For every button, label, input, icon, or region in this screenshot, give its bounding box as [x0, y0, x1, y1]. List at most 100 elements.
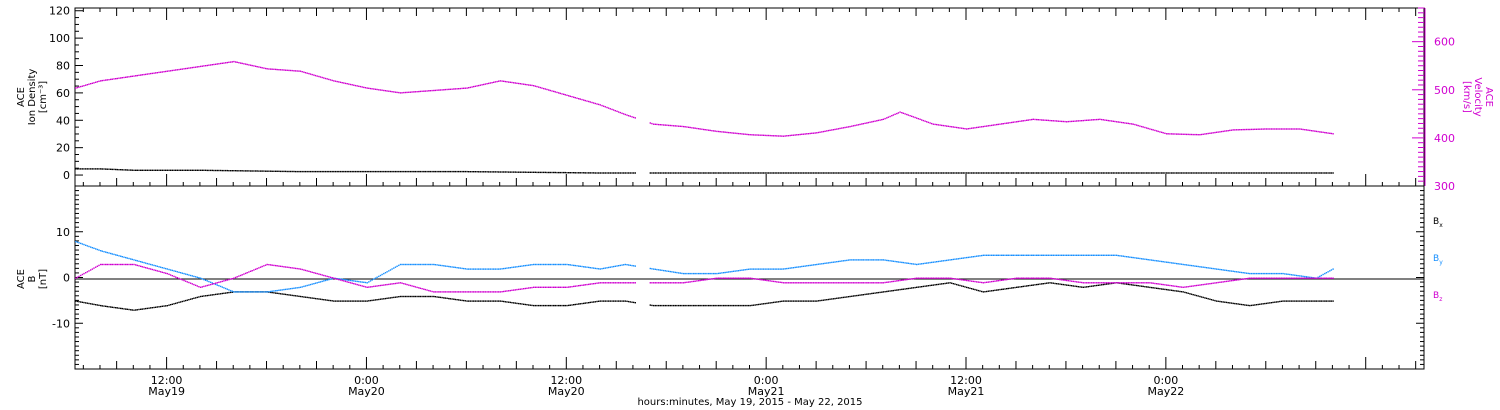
bz-point	[284, 266, 287, 268]
bz-point	[747, 277, 750, 279]
by-point	[396, 265, 398, 267]
density-point	[1124, 172, 1126, 174]
bz-point	[451, 291, 453, 293]
by-point	[977, 255, 980, 257]
bz-point	[243, 273, 245, 275]
velocity-point	[1167, 133, 1169, 135]
bz-point	[676, 282, 678, 284]
by-point	[386, 271, 388, 273]
velocity-point	[334, 80, 337, 82]
by-point	[681, 272, 683, 275]
bx-point	[1184, 291, 1186, 294]
density-point	[199, 169, 202, 171]
by-point	[1089, 254, 1091, 256]
by-point	[90, 246, 92, 248]
bz-point	[846, 282, 848, 284]
density-point	[806, 172, 808, 174]
bx-point	[912, 287, 915, 289]
density-point	[724, 172, 726, 174]
velocity-point	[1325, 132, 1328, 134]
velocity-point	[1155, 130, 1158, 132]
velocity-point	[857, 124, 860, 126]
bz-point	[851, 282, 853, 284]
bx-point	[161, 305, 163, 307]
bz-point	[416, 286, 418, 289]
bx-point	[1065, 284, 1068, 286]
density-point	[244, 170, 247, 172]
by-point	[711, 272, 713, 275]
by-point	[1239, 271, 1241, 273]
velocity-point	[438, 89, 440, 91]
bz-point	[369, 286, 372, 288]
bx-point	[1070, 285, 1073, 287]
by-point	[421, 263, 423, 266]
bx-point	[1217, 300, 1219, 302]
velocity-point	[1009, 122, 1011, 124]
bx-point	[1021, 286, 1023, 288]
velocity-point	[597, 103, 600, 106]
bx-point	[711, 304, 713, 307]
bz-point	[1230, 280, 1233, 282]
velocity-point	[861, 123, 863, 125]
time-tick-label: 0:00	[354, 374, 379, 387]
by-point	[914, 263, 916, 265]
velocity-point	[811, 132, 813, 134]
bx-point	[90, 303, 92, 305]
bz-point	[164, 272, 167, 274]
velocity-point	[503, 80, 505, 82]
velocity-point	[569, 95, 571, 97]
bx-point	[1262, 303, 1264, 305]
bx-point	[406, 295, 408, 298]
velocity-point	[991, 124, 993, 127]
density-point	[136, 169, 138, 171]
velocity-point	[1187, 133, 1189, 136]
density-point	[1265, 172, 1268, 174]
bz-point	[529, 287, 532, 289]
density-point	[1195, 172, 1198, 174]
by-point	[999, 254, 1001, 256]
velocity-point	[121, 77, 123, 79]
bz-point	[581, 284, 583, 286]
velocity-point	[1245, 128, 1248, 131]
density-point	[173, 169, 175, 171]
density-point	[115, 168, 117, 171]
density-point	[581, 172, 583, 174]
by-point	[478, 268, 480, 270]
velocity-point	[348, 83, 350, 85]
velocity-point	[314, 74, 317, 77]
bx-point	[917, 286, 920, 288]
density-point	[756, 172, 758, 174]
bz-point	[156, 270, 158, 272]
velocity-point	[1317, 130, 1319, 133]
by-point	[384, 272, 387, 274]
by-point	[1026, 254, 1028, 256]
bz-point	[1194, 285, 1196, 287]
by-point	[483, 268, 485, 270]
density-axis-title-line2: Ion Density	[27, 69, 38, 126]
density-point	[271, 170, 273, 172]
bx-point	[716, 304, 718, 307]
density-point	[1084, 172, 1086, 174]
velocity-point	[1219, 131, 1221, 133]
bx-point	[1011, 287, 1013, 289]
bx-point	[166, 305, 168, 307]
bz-point	[1167, 284, 1169, 286]
bz-point	[886, 281, 888, 283]
density-point	[1299, 172, 1301, 174]
by-point	[746, 268, 748, 271]
bz-point	[479, 291, 482, 293]
bz-point	[1179, 286, 1181, 288]
density-point	[1224, 172, 1226, 174]
bz-point	[574, 285, 576, 287]
by-point	[1129, 256, 1131, 258]
bx-point	[398, 296, 400, 298]
density-point	[296, 170, 298, 173]
density-point	[1154, 172, 1156, 174]
velocity-point	[859, 123, 861, 126]
by-point	[356, 280, 358, 283]
density-point	[769, 172, 771, 174]
bx-point	[1284, 300, 1286, 302]
bz-point	[984, 281, 986, 284]
bz-point	[1289, 277, 1291, 279]
velocity-point	[866, 122, 868, 124]
